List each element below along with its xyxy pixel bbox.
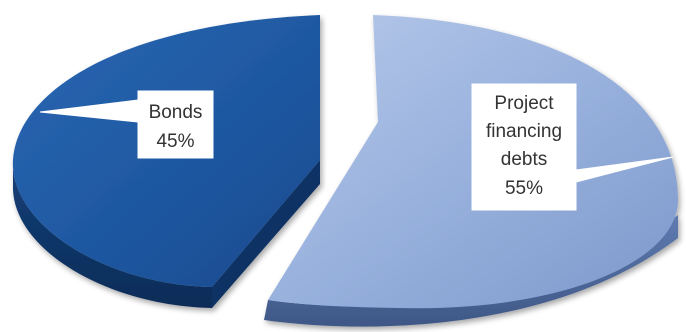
slice-bonds-inner-side: [212, 160, 320, 308]
project-financing-callout: Project financing debts 55%: [471, 83, 674, 211]
bonds-callout-box: [39, 90, 214, 159]
slice-bonds: [12, 15, 320, 308]
project-financing-percent: 55%: [505, 178, 543, 199]
project-financing-callout-box: [471, 83, 674, 211]
bonds-percent: 45%: [156, 131, 194, 152]
project-financing-label-line-3: debts: [501, 149, 547, 170]
bonds-callout: Bonds 45%: [39, 90, 214, 159]
bonds-label: Bonds: [149, 102, 203, 123]
project-financing-label-line-2: financing: [486, 121, 562, 142]
slice-bonds-side: [13, 168, 212, 308]
project-financing-label-line-1: Project: [494, 93, 554, 114]
